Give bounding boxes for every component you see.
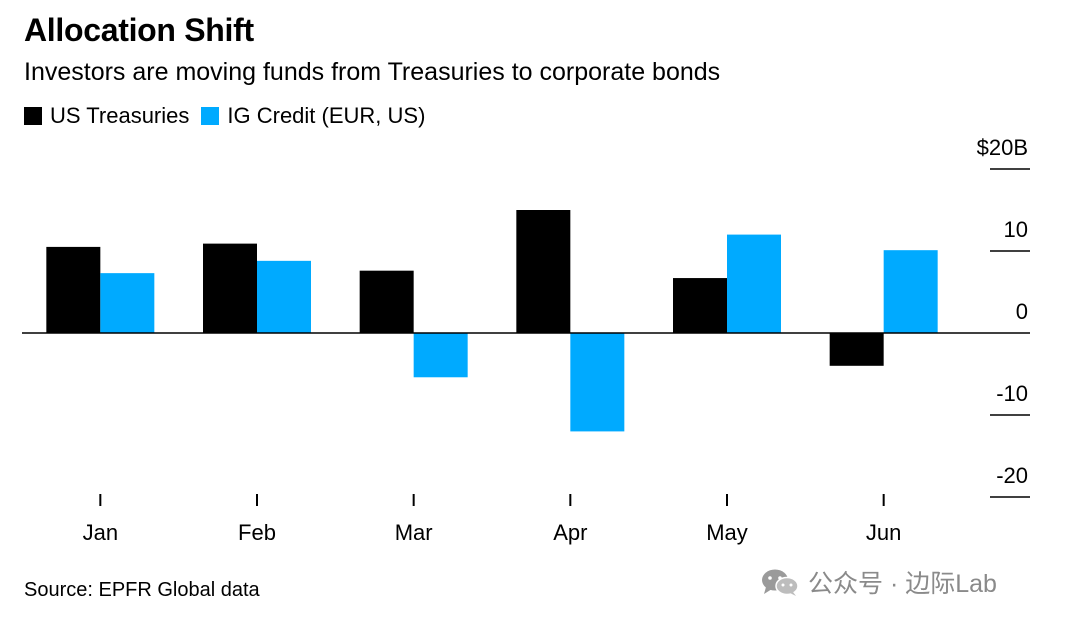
watermark-text: 公众号 · 边际Lab	[808, 570, 997, 598]
y-tick-label-10: 10	[1004, 217, 1028, 242]
chart-title: Allocation Shift	[24, 12, 254, 48]
source-note: Source: EPFR Global data	[24, 579, 260, 601]
bar-ig-credit-mar	[413, 333, 468, 378]
y-tick-label-0: 0	[1016, 299, 1028, 324]
legend-label-ig-credit: IG Credit (EUR, US)	[227, 103, 426, 128]
bar-ig-credit-apr	[570, 333, 625, 432]
x-tick-label-apr: Apr	[553, 520, 587, 545]
wechat-icon	[762, 569, 799, 596]
y-tick-label--10: -10	[996, 381, 1028, 406]
watermark: 公众号 · 边际Lab	[760, 564, 997, 600]
x-tick-label-feb: Feb	[238, 520, 276, 545]
bar-ig-credit-may	[727, 234, 781, 333]
chart-subtitle: Investors are moving funds from Treasuri…	[24, 58, 721, 86]
legend-item-us-treasuries: US Treasuries	[24, 103, 189, 129]
legend-label-us-treasuries: US Treasuries	[50, 103, 190, 128]
bar-us-treasuries-jun	[829, 333, 884, 366]
bar-us-treasuries-jan	[46, 246, 101, 333]
bar-ig-credit-jun	[883, 250, 938, 333]
bar-us-treasuries-may	[673, 278, 727, 333]
legend-item-ig-credit: IG Credit (EUR, US)	[201, 103, 425, 129]
bar-us-treasuries-apr	[516, 210, 571, 333]
bar-chart: Jan Feb Mar Apr May Jun $20B 10 0 -10 -20	[22, 135, 1030, 545]
legend-swatch-ig-credit	[201, 107, 220, 125]
bar-us-treasuries-mar	[359, 270, 414, 333]
x-tick-label-jan: Jan	[83, 520, 118, 545]
bar-us-treasuries-feb	[203, 243, 257, 333]
bar-ig-credit-feb	[257, 260, 311, 333]
y-tick-label--20: -20	[996, 463, 1028, 488]
bar-ig-credit-jan	[100, 273, 155, 333]
legend: US Treasuries IG Credit (EUR, US)	[24, 103, 437, 129]
x-tick-label-jun: Jun	[866, 520, 901, 545]
x-tick-label-mar: Mar	[395, 520, 433, 545]
legend-swatch-us-treasuries	[24, 107, 42, 125]
x-tick-label-may: May	[706, 520, 748, 545]
y-tick-label-20: $20B	[977, 135, 1028, 160]
